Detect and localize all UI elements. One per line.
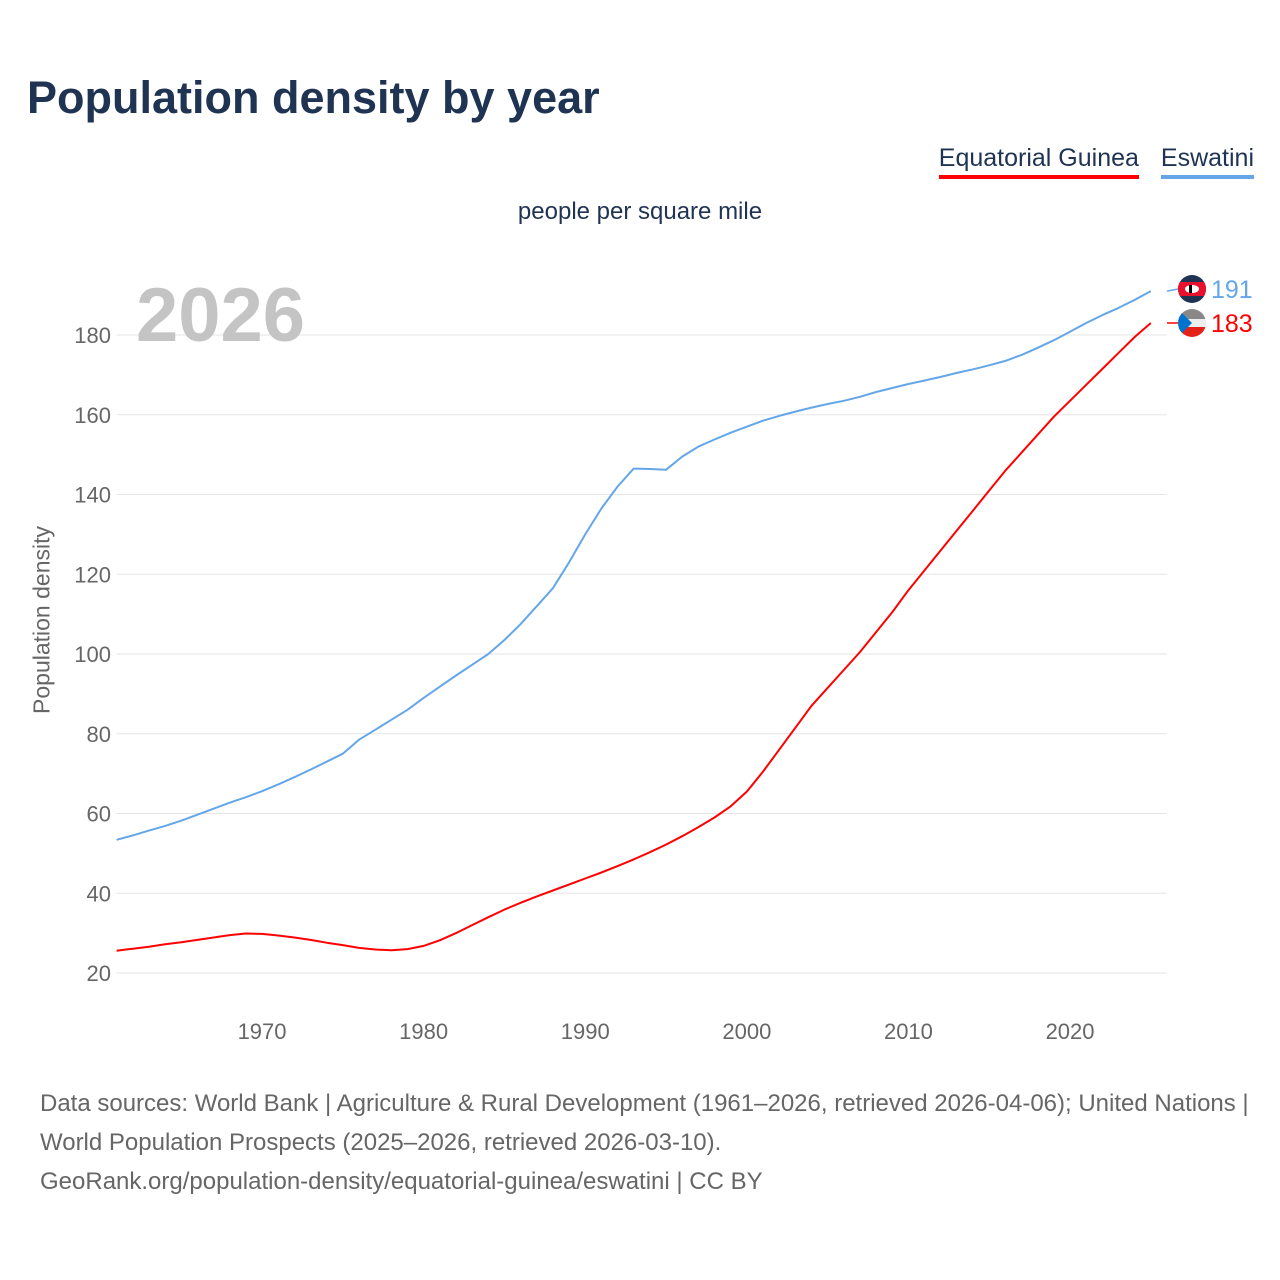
legend-eswatini[interactable]: Eswatini (1160, 144, 1254, 179)
x-tick-label: 1980 (399, 1019, 448, 1044)
footer: Data sources: World Bank | Agriculture &… (40, 1084, 1250, 1201)
y-tick-label: 60 (87, 802, 111, 827)
y-tick-label: 180 (74, 323, 111, 348)
equatorial-guinea-flag-icon (1178, 309, 1206, 337)
y-tick-label: 140 (74, 483, 111, 508)
x-tick-label: 2000 (722, 1019, 771, 1044)
end-value-label: 183 (1211, 310, 1253, 338)
y-tick-label: 160 (74, 403, 111, 428)
y-tick-label: 80 (87, 722, 111, 747)
source-url: GeoRank.org/population-density/equatoria… (40, 1168, 763, 1195)
x-tick-label: 1970 (238, 1019, 287, 1044)
series-line-equatorial-guinea (116, 322, 1152, 952)
data-sources: Data sources: World Bank | Agriculture &… (40, 1090, 1249, 1156)
current-year-label: 2026 (136, 273, 306, 358)
y-tick-label: 120 (74, 562, 111, 587)
legend: Equatorial Guinea Eswatini (938, 144, 1254, 179)
y-tick-label: 20 (87, 961, 111, 986)
series-line-eswatini (116, 290, 1152, 841)
legend-equatorial-guinea[interactable]: Equatorial Guinea (938, 144, 1139, 179)
x-tick-label: 1990 (561, 1019, 610, 1044)
label-connector (1166, 288, 1179, 292)
y-tick-label: 40 (87, 881, 111, 906)
chart-subtitle: people per square mile (517, 198, 763, 225)
y-tick-label: 100 (74, 642, 111, 667)
x-tick-label: 2020 (1046, 1019, 1095, 1044)
eswatini-flag-icon (1178, 275, 1206, 303)
chart-title: Population density by year (27, 72, 600, 123)
end-value-label: 191 (1211, 276, 1253, 304)
x-tick-label: 2010 (884, 1019, 933, 1044)
